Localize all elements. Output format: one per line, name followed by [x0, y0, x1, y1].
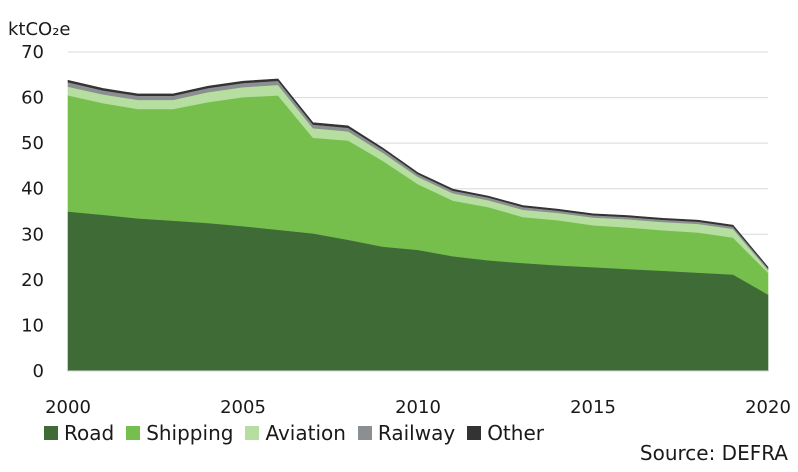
x-tick-label: 2005	[220, 397, 266, 418]
y-tick-label: 0	[33, 361, 44, 382]
y-tick-label: 30	[21, 224, 44, 245]
legend-swatch	[357, 426, 372, 440]
legend-item-aviation: Aviation	[245, 421, 346, 445]
legend-swatch	[467, 426, 482, 440]
x-tick-label: 2015	[570, 397, 616, 418]
legend-item-other: Other	[467, 421, 544, 445]
y-tick-label: 20	[21, 270, 44, 291]
legend-label: Shipping	[146, 421, 234, 445]
legend: Road Shipping Aviation Railway Other	[44, 421, 556, 445]
legend-item-railway: Railway	[357, 421, 456, 445]
x-tick-label: 2010	[395, 397, 441, 418]
x-tick-label: 2000	[45, 397, 91, 418]
stacked-areas	[67, 78, 769, 372]
legend-item-road: Road	[44, 421, 114, 445]
y-tick-label: 10	[21, 315, 44, 336]
legend-label: Aviation	[265, 421, 346, 445]
legend-item-shipping: Shipping	[126, 421, 233, 445]
area-other	[67, 78, 769, 269]
legend-label: Railway	[377, 421, 456, 445]
y-axis-unit-label: ktCO₂e	[8, 19, 71, 40]
y-tick-label: 70	[21, 42, 44, 63]
legend-swatch	[126, 426, 141, 440]
legend-swatch	[245, 426, 260, 440]
legend-swatch	[44, 426, 58, 440]
x-tick-label: 2020	[745, 397, 791, 418]
y-tick-label: 50	[21, 133, 44, 154]
source-note: Source: DEFRA	[639, 441, 788, 465]
y-tick-label: 60	[21, 88, 44, 109]
legend-label: Other	[487, 421, 544, 445]
axes: 2000 2005 2010 2015 2020	[45, 370, 791, 418]
legend-label: Road	[64, 421, 115, 445]
y-tick-label: 40	[21, 179, 44, 200]
